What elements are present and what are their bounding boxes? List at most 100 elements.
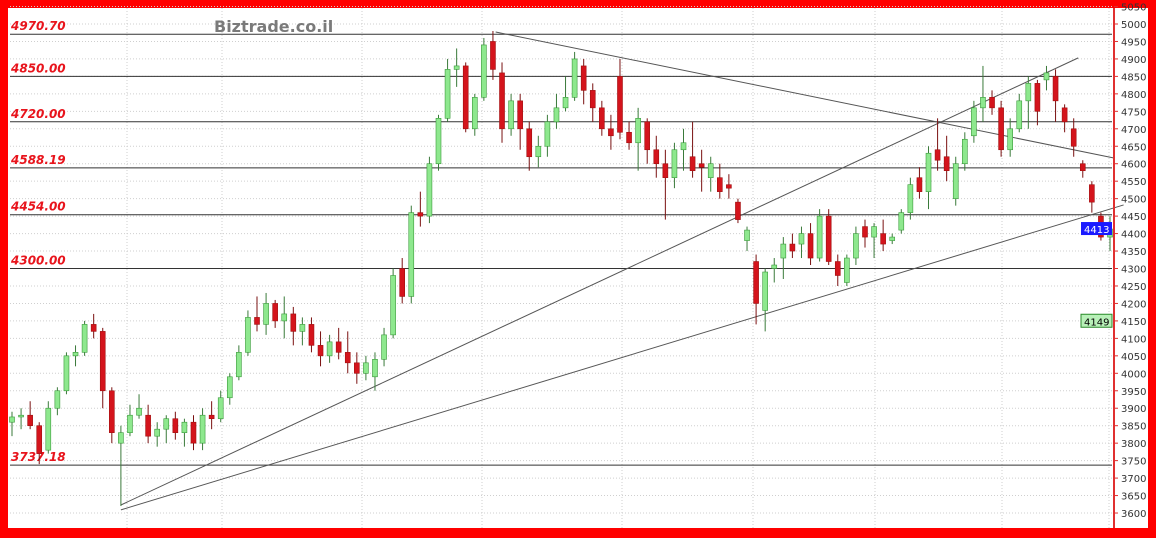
candle-down bbox=[653, 149, 660, 165]
y-tick-label: 4300 bbox=[1121, 265, 1146, 276]
candle-up bbox=[562, 97, 569, 109]
candle-down bbox=[1089, 184, 1095, 203]
y-tick-label: 4700 bbox=[1121, 125, 1146, 136]
candle-up bbox=[81, 324, 88, 353]
candle-up bbox=[163, 418, 170, 430]
y-tick-label: 4450 bbox=[1121, 212, 1146, 223]
candle-down bbox=[517, 100, 523, 130]
y-tick-label: 3800 bbox=[1121, 439, 1146, 450]
candle-up bbox=[226, 376, 233, 399]
trendline bbox=[120, 204, 1124, 511]
candle-up bbox=[154, 428, 160, 437]
trendline bbox=[120, 57, 1079, 506]
candle-down bbox=[726, 184, 732, 189]
candle-down bbox=[417, 212, 424, 217]
watermark: Biztrade.co.il bbox=[214, 17, 333, 36]
candle-down bbox=[335, 341, 342, 353]
marker-price-badge bbox=[1080, 313, 1113, 328]
candle-up bbox=[1043, 72, 1050, 81]
candle-up bbox=[707, 163, 714, 178]
last-price-badge bbox=[1081, 222, 1112, 236]
y-tick-label: 4650 bbox=[1121, 142, 1146, 153]
candle-down bbox=[862, 226, 868, 238]
candle-up bbox=[535, 145, 542, 158]
y-tick-label: 5000 bbox=[1121, 20, 1146, 31]
candle-down bbox=[662, 163, 669, 178]
candle-down bbox=[599, 107, 605, 130]
candle-up bbox=[680, 142, 687, 151]
candle-up bbox=[245, 317, 251, 353]
candle-up bbox=[72, 352, 79, 357]
candle-down bbox=[1079, 163, 1086, 172]
y-tick-label: 4100 bbox=[1121, 334, 1146, 345]
candle-up bbox=[9, 416, 15, 423]
candle-up bbox=[118, 432, 124, 444]
candle-down bbox=[589, 90, 596, 109]
candle-up bbox=[217, 397, 224, 420]
candle-down bbox=[90, 324, 97, 332]
candle-up bbox=[816, 215, 823, 259]
candle-up bbox=[299, 324, 306, 332]
badge-label: 4149 bbox=[1084, 317, 1109, 328]
candle-up bbox=[553, 107, 560, 123]
candle-down bbox=[27, 414, 33, 426]
candle-down bbox=[689, 156, 696, 172]
candle-up bbox=[744, 229, 750, 241]
candle-up bbox=[136, 407, 142, 416]
candle-down bbox=[617, 76, 623, 133]
candle-down bbox=[698, 163, 705, 168]
candle-down bbox=[1034, 83, 1041, 112]
y-tick-label: 3700 bbox=[1121, 474, 1146, 485]
y-tick-label: 3950 bbox=[1121, 387, 1146, 398]
candle-down bbox=[490, 41, 496, 70]
candle-down bbox=[190, 421, 197, 444]
plot-background bbox=[8, 8, 1148, 528]
level-label: 4720.00 bbox=[10, 107, 66, 121]
candle-down bbox=[608, 128, 614, 137]
candle-down bbox=[344, 352, 351, 364]
candle-up bbox=[199, 414, 206, 444]
candle-down bbox=[880, 233, 886, 245]
candle-up bbox=[571, 58, 578, 98]
candle-up bbox=[363, 362, 369, 374]
candle-down bbox=[735, 201, 741, 220]
candle-down bbox=[834, 261, 841, 276]
candle-up bbox=[45, 407, 52, 451]
y-tick-label: 4800 bbox=[1121, 90, 1146, 101]
candle-up bbox=[844, 257, 850, 283]
y-tick-label: 3750 bbox=[1121, 457, 1146, 468]
y-axis: 3600 3650 3700 3750 3800 3850 3900 3950 4000 4050… bbox=[1114, 3, 1146, 520]
level-label: 4588.19 bbox=[10, 153, 66, 167]
candle-up bbox=[1025, 83, 1032, 102]
candle-up bbox=[962, 138, 968, 165]
y-tick-label: 4950 bbox=[1121, 37, 1146, 48]
candle-down bbox=[254, 317, 260, 325]
candle-down bbox=[1052, 76, 1059, 102]
candle-down bbox=[208, 414, 215, 420]
candle-up bbox=[471, 97, 478, 130]
level-label: 3737.18 bbox=[11, 450, 66, 464]
candle-up bbox=[980, 97, 986, 109]
candle-up bbox=[372, 359, 378, 378]
candle-up bbox=[798, 233, 805, 245]
candle-down bbox=[290, 313, 297, 332]
y-tick-label: 4750 bbox=[1121, 107, 1146, 118]
candle-up bbox=[952, 163, 959, 199]
candle-up bbox=[236, 352, 242, 378]
candle-up bbox=[771, 264, 778, 269]
candle-up bbox=[326, 341, 333, 357]
y-tick-label: 4350 bbox=[1121, 247, 1146, 258]
candle-down bbox=[317, 345, 324, 357]
candle-up bbox=[871, 226, 877, 238]
candle-up bbox=[853, 233, 859, 259]
candle-down bbox=[462, 65, 469, 130]
y-tick-label: 4000 bbox=[1121, 369, 1146, 380]
candle-down bbox=[789, 243, 796, 252]
candle-down bbox=[99, 331, 106, 392]
y-tick-label: 4550 bbox=[1121, 177, 1146, 188]
candle-up bbox=[381, 334, 387, 360]
y-tick-label: 4200 bbox=[1121, 299, 1146, 310]
level-label: 4970.70 bbox=[10, 19, 66, 33]
candle-up bbox=[671, 149, 678, 178]
